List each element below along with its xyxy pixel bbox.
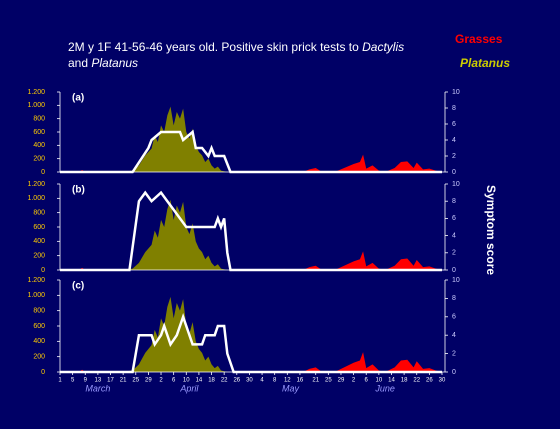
y-tick-label: 600 bbox=[33, 224, 45, 231]
x-tick-label: 26 bbox=[426, 378, 433, 384]
y2-tick-label: 4 bbox=[452, 137, 456, 144]
y2-tick-label: 6 bbox=[452, 121, 456, 128]
pollen-area bbox=[119, 106, 228, 172]
month-label: June bbox=[374, 383, 395, 393]
y-tick-label: 600 bbox=[33, 323, 45, 330]
x-tick-label: 6 bbox=[365, 378, 369, 384]
y-tick-label: 1.000 bbox=[27, 195, 45, 202]
y-tick-label: 1.200 bbox=[27, 181, 45, 188]
legend-entry: Platanus bbox=[460, 56, 510, 70]
y-tick-label: 400 bbox=[33, 142, 45, 149]
x-tick-label: 18 bbox=[401, 378, 408, 384]
y-tick-label: 800 bbox=[33, 210, 45, 217]
y-tick-label: 0 bbox=[41, 369, 45, 376]
x-tick-label: 29 bbox=[338, 378, 345, 384]
x-tick-label: 18 bbox=[208, 378, 215, 384]
y2-tick-label: 8 bbox=[452, 105, 456, 112]
y-tick-label: 200 bbox=[33, 253, 45, 260]
y2-tick-label: 10 bbox=[452, 181, 460, 188]
y2-tick-label: 0 bbox=[452, 267, 456, 274]
y2-tick-label: 6 bbox=[452, 314, 456, 321]
panel-label: (b) bbox=[72, 185, 85, 196]
y2-tick-label: 10 bbox=[452, 277, 460, 284]
legend-entry: Grasses bbox=[455, 32, 503, 46]
x-tick-label: 6 bbox=[172, 378, 176, 384]
x-tick-label: 30 bbox=[246, 378, 253, 384]
chart-title: and Platanus bbox=[68, 56, 138, 70]
x-tick-label: 25 bbox=[132, 378, 139, 384]
y2-tick-label: 2 bbox=[452, 250, 456, 257]
y-tick-label: 200 bbox=[33, 354, 45, 361]
y2-tick-label: 4 bbox=[452, 232, 456, 239]
y2-axis-label: Symptom score bbox=[484, 185, 498, 275]
title-part: 2M y 1F 41-56-46 years old. Positive ski… bbox=[68, 40, 362, 54]
x-tick-label: 26 bbox=[233, 378, 240, 384]
x-tick-label: 13 bbox=[95, 378, 102, 384]
x-tick-label: 21 bbox=[312, 378, 319, 384]
x-tick-label: 22 bbox=[413, 378, 420, 384]
x-tick-label: 22 bbox=[221, 378, 228, 384]
panel-label: (c) bbox=[72, 281, 84, 292]
x-tick-label: 10 bbox=[183, 378, 190, 384]
y2-tick-label: 2 bbox=[452, 350, 456, 357]
month-label: March bbox=[85, 383, 110, 393]
x-tick-label: 4 bbox=[260, 378, 264, 384]
x-tick-label: 2 bbox=[352, 378, 356, 384]
pollen-area bbox=[60, 251, 442, 270]
x-tick-label: 29 bbox=[145, 378, 152, 384]
pollen-area bbox=[119, 296, 228, 372]
chart-title: 2M y 1F 41-56-46 years old. Positive ski… bbox=[68, 40, 404, 54]
y-tick-label: 600 bbox=[33, 129, 45, 136]
y2-tick-label: 0 bbox=[452, 169, 456, 176]
y-tick-label: 1.200 bbox=[27, 89, 45, 96]
y-tick-label: 1.200 bbox=[27, 277, 45, 284]
x-tick-label: 30 bbox=[439, 378, 446, 384]
x-tick-label: 12 bbox=[284, 378, 291, 384]
title-part: Platanus bbox=[91, 56, 138, 70]
title-part: and bbox=[68, 56, 91, 70]
x-tick-label: 10 bbox=[376, 378, 383, 384]
y-tick-label: 0 bbox=[41, 267, 45, 274]
y-tick-label: 800 bbox=[33, 308, 45, 315]
x-tick-label: 14 bbox=[196, 378, 203, 384]
x-tick-label: 2 bbox=[159, 378, 163, 384]
panel-label: (a) bbox=[72, 93, 84, 104]
month-label: April bbox=[179, 383, 199, 393]
y2-tick-label: 4 bbox=[452, 332, 456, 339]
x-tick-label: 9 bbox=[84, 378, 88, 384]
x-tick-label: 5 bbox=[71, 378, 75, 384]
y-tick-label: 400 bbox=[33, 338, 45, 345]
y-tick-label: 200 bbox=[33, 156, 45, 163]
pollen-area bbox=[60, 154, 442, 172]
x-tick-label: 8 bbox=[273, 378, 277, 384]
title-part: Dactylis bbox=[362, 40, 404, 54]
symptom-line bbox=[60, 190, 442, 272]
x-tick-label: 25 bbox=[325, 378, 332, 384]
y-tick-label: 400 bbox=[33, 238, 45, 245]
month-label: May bbox=[282, 383, 300, 393]
y-tick-label: 1.000 bbox=[27, 292, 45, 299]
pollen-area bbox=[60, 352, 442, 372]
y2-tick-label: 6 bbox=[452, 215, 456, 222]
x-tick-label: 17 bbox=[107, 378, 114, 384]
symptom-line bbox=[60, 129, 442, 174]
y-tick-label: 0 bbox=[41, 169, 45, 176]
y2-tick-label: 2 bbox=[452, 153, 456, 160]
x-tick-label: 1 bbox=[58, 378, 62, 384]
y-tick-label: 1.000 bbox=[27, 102, 45, 109]
pollen-area bbox=[119, 199, 228, 270]
y2-tick-label: 8 bbox=[452, 295, 456, 302]
x-tick-label: 16 bbox=[297, 378, 304, 384]
symptom-line bbox=[60, 312, 442, 374]
x-tick-label: 14 bbox=[388, 378, 395, 384]
y2-tick-label: 8 bbox=[452, 198, 456, 205]
y2-tick-label: 10 bbox=[452, 89, 460, 96]
y-tick-label: 800 bbox=[33, 116, 45, 123]
x-tick-label: 21 bbox=[120, 378, 127, 384]
y2-tick-label: 0 bbox=[452, 369, 456, 376]
